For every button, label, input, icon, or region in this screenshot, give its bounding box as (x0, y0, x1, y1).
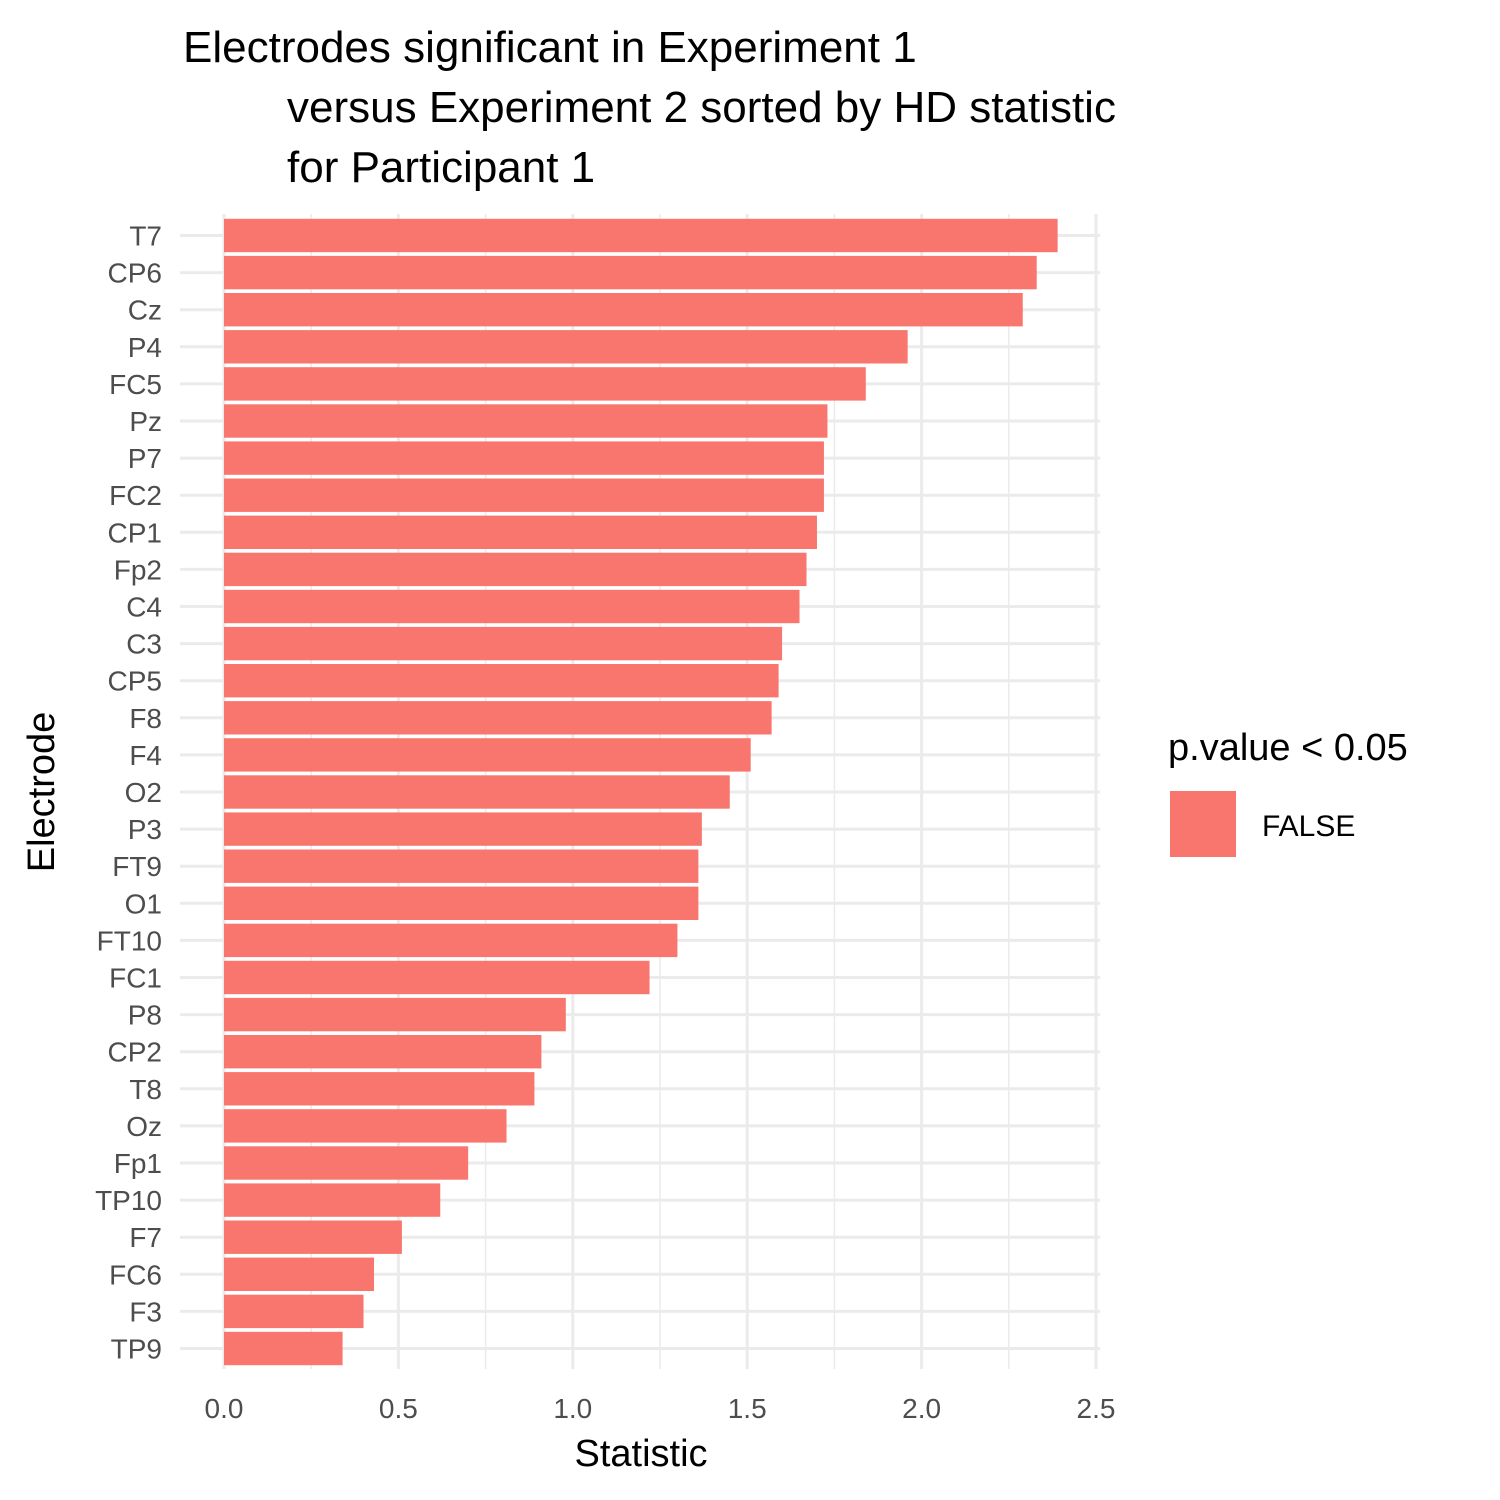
y-axis-title: Electrode (21, 712, 63, 873)
x-tick-label: 2.5 (1077, 1393, 1116, 1424)
y-tick-label-fc6: FC6 (109, 1259, 162, 1290)
chart-title-line-2: versus Experiment 2 sorted by HD statist… (287, 83, 1116, 132)
bar-t7 (224, 218, 1058, 253)
y-tick-label-fc1: FC1 (109, 963, 162, 994)
x-tick-label: 0.5 (379, 1393, 418, 1424)
bar-o1 (224, 886, 699, 920)
x-tick-label: 0.0 (205, 1393, 244, 1424)
bar-fp1 (224, 1146, 469, 1180)
bar-tp9 (224, 1331, 343, 1366)
x-tick-label: 1.0 (553, 1393, 592, 1424)
bar-p8 (224, 997, 566, 1032)
y-tick-label-p7: P7 (128, 443, 162, 474)
bars (224, 218, 1058, 1366)
y-tick-label-fc5: FC5 (109, 369, 162, 400)
y-tick-label-cp5: CP5 (108, 666, 162, 697)
y-tick-label-ft10: FT10 (97, 925, 162, 956)
y-tick-label-cz: Cz (128, 295, 162, 326)
y-tick-label-cp2: CP2 (108, 1037, 162, 1068)
chart-title-line-1: Electrodes significant in Experiment 1 (183, 23, 917, 72)
bar-o2 (224, 775, 730, 809)
y-tick-label-c4: C4 (126, 592, 162, 623)
y-tick-labels: T7 CP6 Cz P4 FC5 Pz P7 FC2 CP1 Fp2 C4 C3 CP5 F8 F4 O2 P3… (95, 221, 162, 1365)
bar-p7 (224, 441, 824, 475)
bar-fc6 (224, 1257, 374, 1291)
y-tick-label-fp2: Fp2 (114, 554, 162, 585)
y-tick-label-f4: F4 (129, 740, 162, 771)
x-tick-label: 1.5 (728, 1393, 767, 1424)
y-tick-label-p4: P4 (128, 332, 162, 363)
y-tick-label-f3: F3 (129, 1296, 162, 1327)
bar-c3 (224, 626, 783, 661)
bar-c4 (224, 589, 800, 624)
bar-fc1 (224, 960, 650, 995)
y-tick-label-oz: Oz (126, 1111, 162, 1142)
y-tick-label-cp6: CP6 (108, 258, 162, 289)
bar-fc2 (224, 478, 824, 512)
y-tick-label-t7: T7 (129, 221, 162, 252)
bar-f4 (224, 738, 751, 772)
y-tick-label-ft9: FT9 (112, 851, 162, 882)
x-axis-title: Statistic (574, 1433, 707, 1475)
y-tick-label-fc2: FC2 (109, 480, 162, 511)
x-tick-labels: 0.0 0.5 1.0 1.5 2.0 2.5 (205, 1393, 1116, 1424)
bar-cz (224, 293, 1023, 327)
bar-f7 (224, 1220, 402, 1254)
bar-ft9 (224, 849, 699, 883)
x-tick-label: 2.0 (902, 1393, 941, 1424)
bar-oz (224, 1109, 507, 1143)
y-tick-label-pz: Pz (129, 406, 162, 437)
bar-cp1 (224, 515, 817, 549)
bar-fp2 (224, 552, 807, 587)
y-tick-label-f7: F7 (129, 1222, 162, 1253)
bar-tp10 (224, 1183, 441, 1217)
legend-key-false (1170, 791, 1236, 857)
bar-t8 (224, 1072, 535, 1106)
y-tick-label-p8: P8 (128, 1000, 162, 1031)
bar-cp2 (224, 1035, 542, 1069)
legend-title: p.value < 0.05 (1168, 727, 1408, 769)
legend-label-false: FALSE (1262, 810, 1355, 843)
y-tick-label-tp9: TP9 (111, 1334, 162, 1365)
y-tick-label-cp1: CP1 (108, 517, 162, 548)
y-tick-label-o1: O1 (125, 888, 162, 919)
y-tick-label-f8: F8 (129, 703, 162, 734)
y-tick-label-fp1: Fp1 (114, 1148, 162, 1179)
bar-p4 (224, 330, 908, 364)
bar-fc5 (224, 367, 866, 401)
bar-f8 (224, 701, 772, 735)
bar-f3 (224, 1294, 364, 1329)
bar-p3 (224, 812, 702, 846)
bar-cp5 (224, 664, 779, 698)
legend: p.value < 0.05 FALSE (1168, 727, 1408, 857)
chart-title-line-3: for Participant 1 (287, 143, 596, 192)
y-tick-label-tp10: TP10 (95, 1185, 162, 1216)
y-tick-label-t8: T8 (129, 1074, 162, 1105)
y-tick-label-c3: C3 (126, 629, 162, 660)
bar-pz (224, 404, 828, 438)
y-tick-label-o2: O2 (125, 777, 162, 808)
bar-ft10 (224, 923, 678, 958)
y-tick-label-p3: P3 (128, 814, 162, 845)
bar-cp6 (224, 255, 1037, 290)
